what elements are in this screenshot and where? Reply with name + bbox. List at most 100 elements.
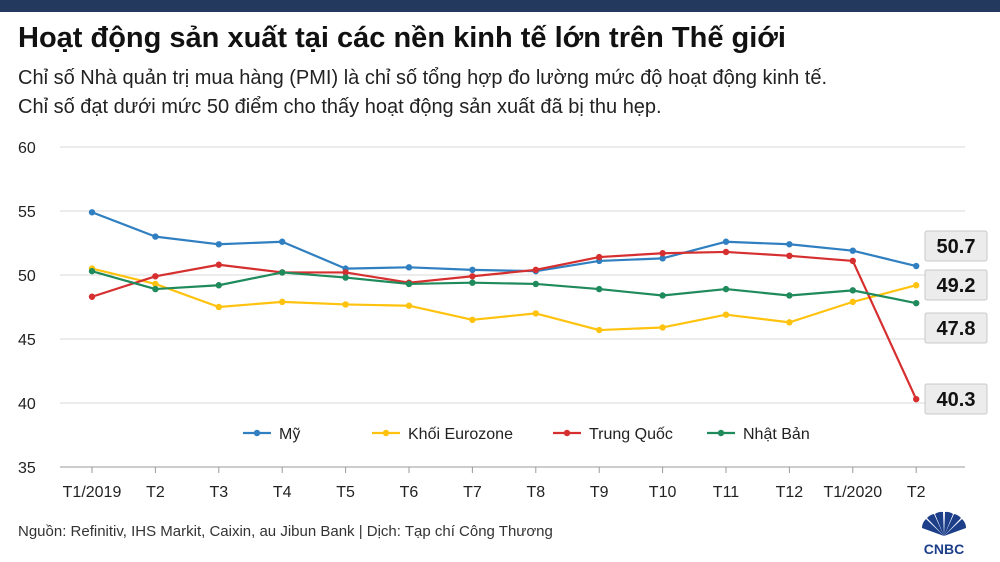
data-point	[215, 241, 222, 248]
x-tick-label: T12	[776, 484, 804, 501]
x-tick-label: T7	[463, 484, 482, 501]
data-point	[215, 282, 222, 289]
series-line	[91, 250, 918, 400]
legend-label: Mỹ	[279, 426, 300, 443]
cnbc-peacock-logo: CNBC	[921, 511, 967, 557]
data-point	[405, 302, 413, 309]
y-tick-label: 50	[18, 268, 36, 285]
series-1	[88, 265, 920, 334]
top-accent-bar	[0, 0, 1000, 12]
x-tick-label: T4	[273, 484, 292, 501]
data-point	[88, 209, 96, 216]
callout-box	[924, 269, 988, 301]
data-point	[722, 248, 730, 256]
data-point	[152, 233, 159, 240]
legend-swatch-dot	[563, 429, 571, 437]
source-note: Nguồn: Refinitiv, IHS Markit, Caixin, au…	[18, 523, 553, 540]
data-point	[152, 280, 159, 288]
legend-label: Nhật Bản	[743, 426, 810, 443]
data-point	[532, 310, 539, 317]
legend-item: Khối Eurozone	[372, 426, 513, 443]
data-point	[342, 301, 349, 308]
data-point	[786, 319, 793, 326]
data-point	[279, 298, 286, 306]
data-point	[469, 279, 476, 286]
data-point	[913, 395, 920, 403]
data-point	[722, 238, 730, 245]
data-point	[469, 273, 476, 280]
data-point	[913, 282, 920, 289]
x-tick-label: T2	[907, 484, 926, 501]
data-point	[913, 262, 920, 270]
callout-box	[924, 312, 988, 344]
data-point	[469, 316, 476, 323]
series-3	[88, 267, 920, 307]
y-tick-label: 35	[18, 460, 36, 477]
data-point	[532, 280, 539, 288]
data-point	[849, 298, 856, 306]
x-tick-label: T11	[713, 484, 739, 501]
end-value-callouts: 50.7 49.2 47.8 40.3	[924, 230, 988, 415]
data-point	[786, 292, 793, 299]
callout-box	[924, 230, 988, 262]
x-tick-label: T8	[526, 484, 545, 501]
callout-value: 40.3	[937, 389, 976, 411]
data-point	[405, 280, 413, 288]
callout-3: 47.8	[924, 312, 988, 344]
series-0	[88, 209, 920, 275]
callout-box	[924, 383, 988, 415]
data-point	[215, 303, 222, 311]
x-tick-label: T1/2020	[823, 484, 882, 501]
series-lines	[88, 209, 920, 403]
callout-1: 49.2	[924, 269, 988, 301]
legend-swatch-dot	[253, 429, 261, 437]
data-point	[659, 250, 666, 257]
y-axis: 35 40 45 50 55 60	[18, 140, 36, 477]
data-point	[659, 324, 666, 331]
data-point	[279, 238, 286, 245]
x-tick-label: T5	[336, 484, 355, 501]
data-point	[849, 257, 856, 265]
callout-value: 49.2	[937, 275, 976, 297]
x-axis: T1/2019 T2 T3 T4 T5 T6 T7 T8 T9 T10 T11 T12 T1/2020 T…	[60, 466, 965, 501]
legend-item: Mỹ	[243, 426, 300, 443]
data-point	[596, 253, 603, 261]
x-tick-label: T3	[209, 484, 228, 501]
legend-item: Trung Quốc	[553, 426, 673, 443]
callout-value: 47.8	[937, 318, 976, 340]
data-point	[405, 264, 413, 271]
y-tick-label: 40	[18, 396, 36, 413]
callout-0: 50.7	[924, 230, 988, 262]
callout-value: 50.7	[937, 236, 976, 258]
legend: Mỹ Khối Eurozone Trung Quốc Nhật Bản	[243, 426, 810, 443]
chart-subtitle: Chỉ số Nhà quản trị mua hàng (PMI) là ch…	[18, 64, 988, 122]
x-tick-label: T6	[400, 484, 419, 501]
legend-swatch-dot	[382, 429, 390, 437]
y-tick-label: 60	[18, 140, 36, 157]
data-point	[786, 241, 793, 248]
data-point	[659, 255, 666, 262]
data-point	[88, 267, 96, 275]
data-point	[722, 311, 730, 318]
data-point	[849, 287, 856, 294]
data-point	[532, 266, 539, 274]
series-line	[91, 211, 917, 273]
chart-title: Hoạt động sản xuất tại các nền kinh tế l…	[18, 22, 786, 54]
data-point	[596, 326, 603, 334]
data-point	[913, 299, 920, 307]
y-tick-label: 55	[18, 204, 36, 221]
data-point	[152, 285, 159, 293]
x-tick-label: T2	[146, 484, 165, 501]
legend-item: Nhật Bản	[707, 426, 810, 443]
data-point	[279, 269, 286, 276]
subtitle-line-2: Chỉ số đạt dưới mức 50 điểm cho thấy hoạ…	[18, 96, 662, 118]
series-2	[88, 248, 920, 403]
legend-swatch-dot	[717, 429, 725, 437]
data-point	[215, 261, 222, 268]
x-tick-label: T1/2019	[63, 484, 122, 501]
legend-label: Khối Eurozone	[408, 426, 513, 443]
data-point	[849, 247, 856, 254]
x-tick-label: T10	[649, 484, 677, 501]
data-point	[152, 273, 159, 280]
